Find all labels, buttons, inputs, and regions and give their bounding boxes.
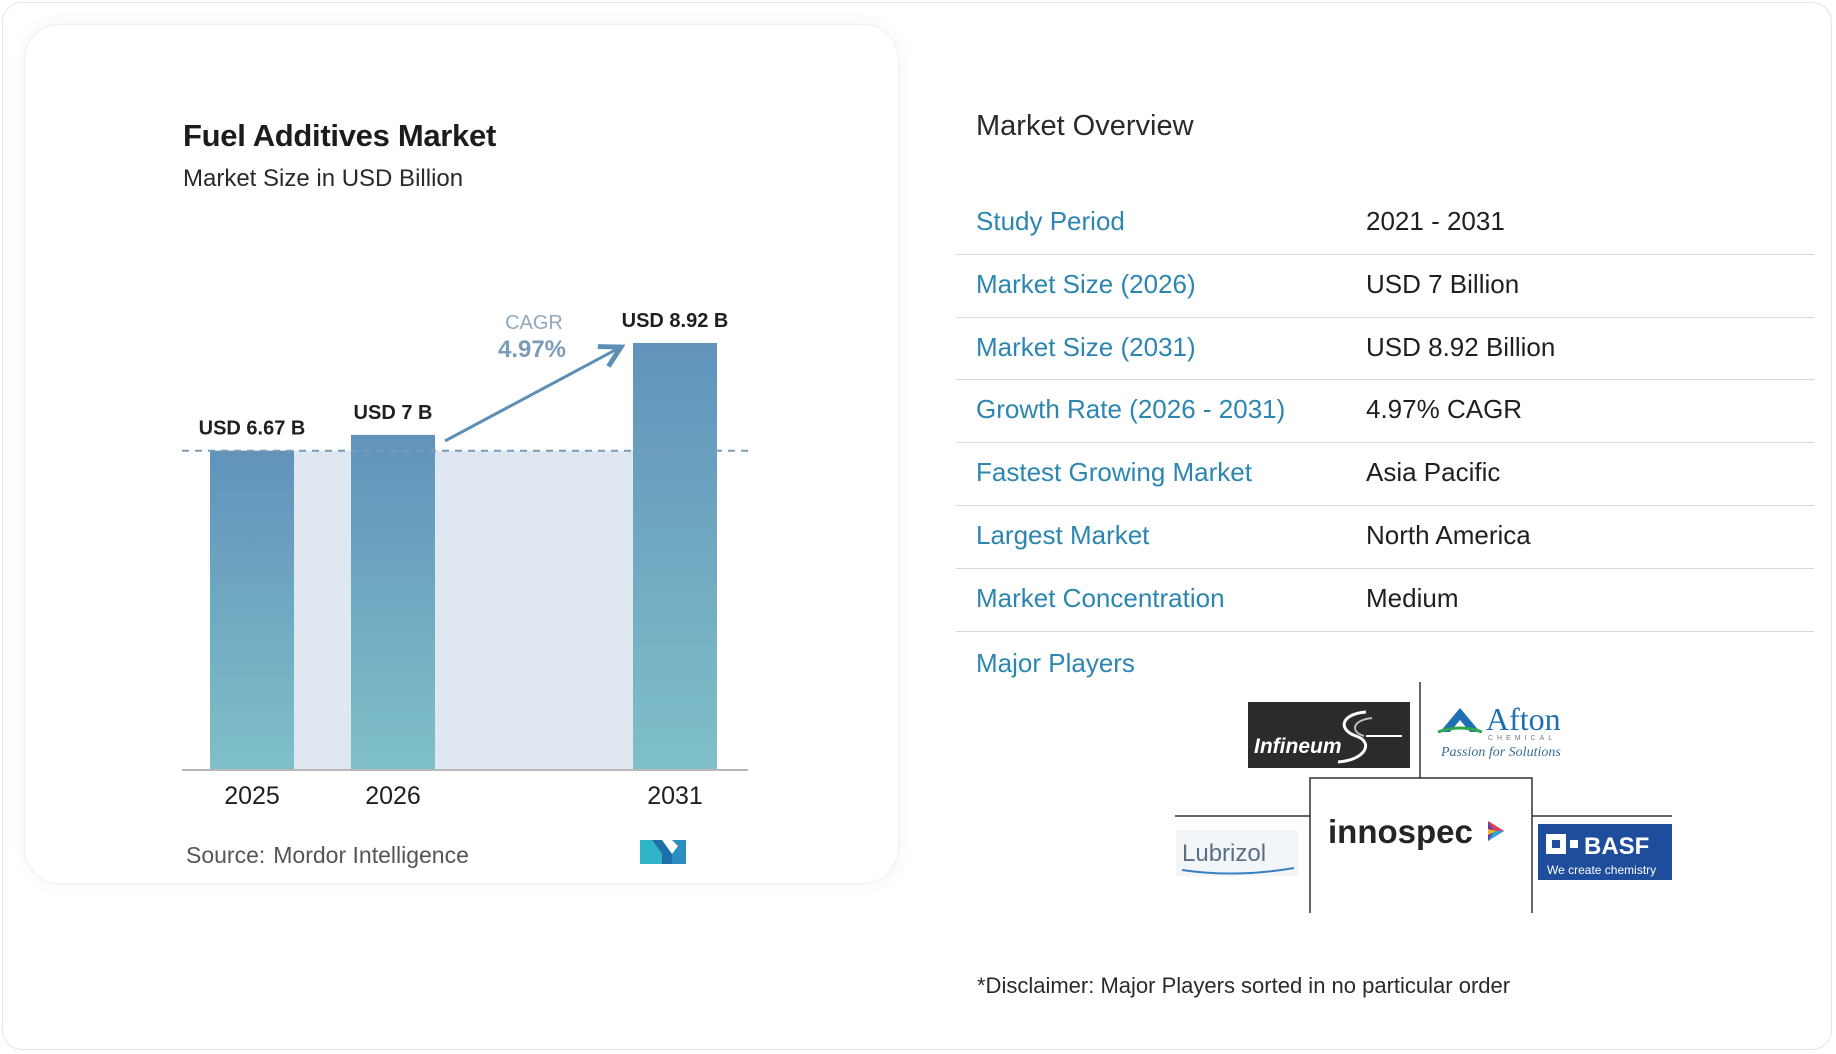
major-players-grid: Infineum Afton CHEMICAL Passion for Solu…: [1175, 682, 1672, 913]
data-label-2025: USD 6.67 B: [199, 418, 306, 440]
major-players-label: Major Players: [976, 648, 1135, 678]
overview-row-concentration: Market Concentration Medium: [956, 569, 1814, 632]
infineum-logo: Infineum: [1248, 702, 1410, 768]
overview-key: Fastest Growing Market: [976, 457, 1252, 488]
overview-value: USD 8.92 Billion: [1366, 331, 1556, 362]
overview-table: Study Period 2021 - 2031 Market Size (20…: [956, 192, 1814, 632]
overview-row-largest-market: Largest Market North America: [956, 506, 1814, 569]
bar-2025: [210, 450, 294, 770]
lubrizol-logo-text: Lubrizol: [1182, 840, 1266, 867]
data-label-2031: USD 8.92 B: [622, 310, 729, 332]
overview-value: 2021 - 2031: [1366, 206, 1505, 236]
afton-logo-tagline: Passion for Solutions: [1440, 745, 1561, 760]
afton-logo-subtext: CHEMICAL: [1488, 735, 1556, 742]
chart-subtitle: Market Size in USD Billion: [183, 165, 464, 192]
data-label-2026: USD 7 B: [354, 402, 433, 424]
overview-row-growth-rate: Growth Rate (2026 - 2031) 4.97% CAGR: [956, 380, 1814, 444]
overview-row-fastest-growing: Fastest Growing Market Asia Pacific: [956, 443, 1814, 506]
cagr-value: 4.97%: [498, 336, 566, 363]
mordor-intelligence-logo-icon: [640, 840, 686, 864]
overview-key: Market Size (2031): [976, 331, 1196, 362]
basf-logo: BASF We create chemistry: [1538, 824, 1672, 880]
overview-value: USD 7 Billion: [1366, 268, 1520, 299]
overview-key: Market Size (2026): [976, 268, 1196, 299]
cagr-arrow: [444, 347, 621, 443]
bar-2031: [633, 342, 717, 770]
overview-value: Medium: [1366, 582, 1459, 613]
overview-key: Largest Market: [976, 519, 1150, 550]
afton-logo: Afton CHEMICAL Passion for Solutions: [1437, 701, 1561, 760]
source-name: Mordor Intelligence: [273, 842, 469, 868]
cagr-label: CAGR: [505, 312, 563, 334]
source-label: Source:: [186, 842, 266, 868]
overview-value: Asia Pacific: [1366, 457, 1501, 488]
overview-row-market-size-2026: Market Size (2026) USD 7 Billion: [956, 255, 1814, 318]
disclaimer: *Disclaimer: Major Players sorted in no …: [977, 973, 1511, 998]
basf-logo-text: BASF: [1584, 833, 1649, 860]
overview-title: Market Overview: [976, 110, 1194, 142]
lubrizol-logo: Lubrizol: [1176, 830, 1298, 876]
innospec-logo: innospec: [1328, 813, 1504, 850]
x-tick-label-2031: 2031: [647, 782, 703, 810]
overview-row-market-size-2031: Market Size (2031) USD 8.92 Billion: [956, 318, 1814, 381]
infineum-logo-text: Infineum: [1254, 735, 1342, 758]
overview-key: Growth Rate (2026 - 2031): [976, 394, 1286, 425]
chart-title: Fuel Additives Market: [183, 118, 496, 153]
innospec-logo-text: innospec: [1328, 813, 1473, 850]
basf-logo-tagline: We create chemistry: [1547, 863, 1656, 877]
overview-value: 4.97% CAGR: [1366, 394, 1523, 425]
afton-logo-text: Afton: [1486, 701, 1561, 737]
source-note: Source: Mordor Intelligence: [186, 842, 469, 869]
x-tick-label-2026: 2026: [365, 782, 421, 810]
overview-key: Study Period: [976, 206, 1125, 236]
bar-2026: [351, 434, 435, 770]
overview-key: Market Concentration: [976, 582, 1225, 613]
overview-row-study-period: Study Period 2021 - 2031: [956, 192, 1814, 255]
overview-value: North America: [1366, 519, 1531, 550]
x-tick-label-2025: 2025: [224, 782, 280, 810]
